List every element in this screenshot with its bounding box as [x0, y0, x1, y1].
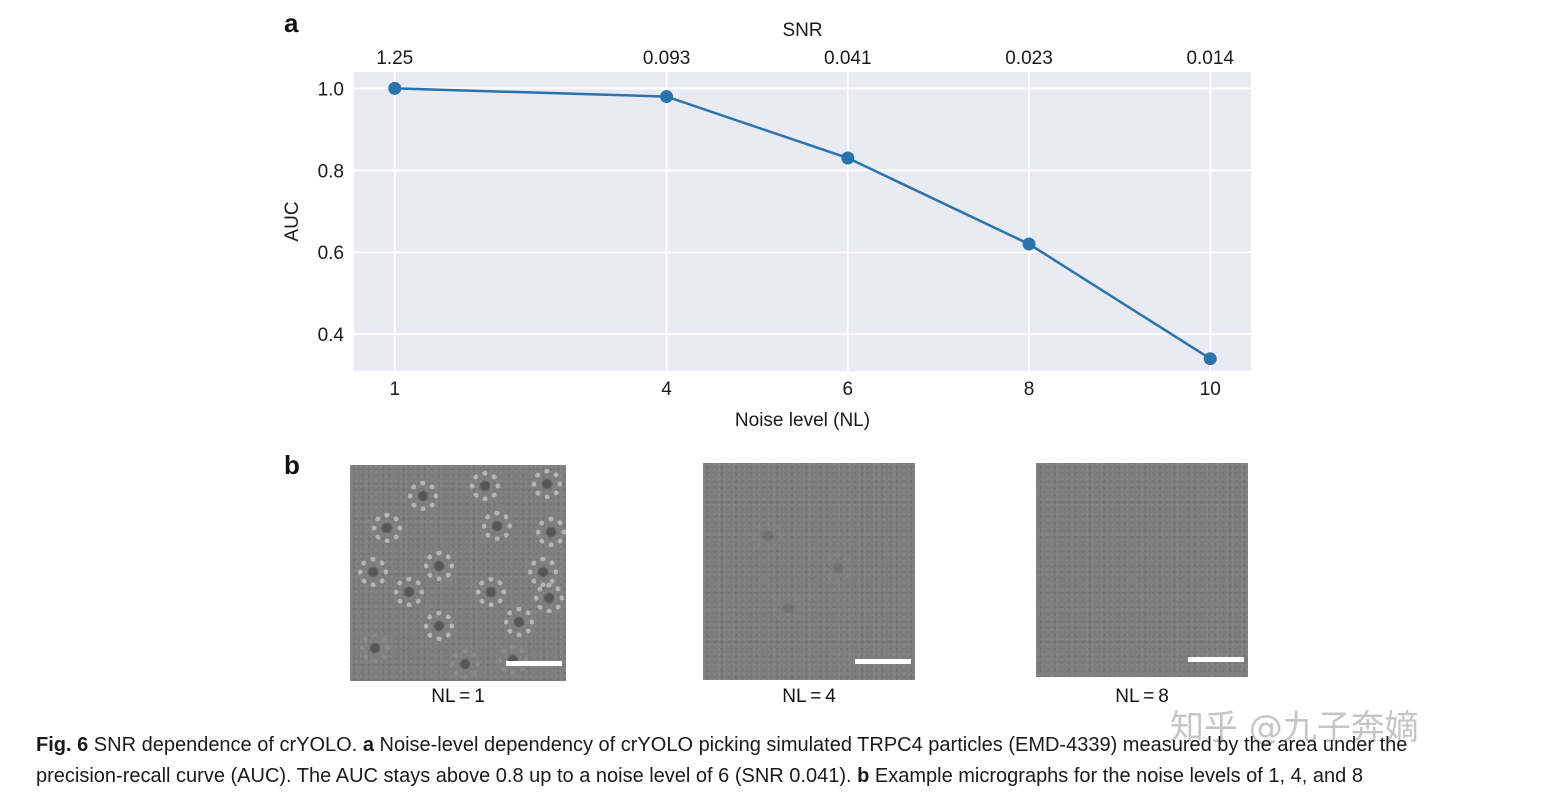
data-point: [388, 81, 402, 95]
panel-label-b: b: [284, 450, 300, 480]
particle: [394, 577, 424, 607]
x-tick-label: 4: [661, 379, 672, 400]
micrograph-label-nl8: NL = 8: [1115, 686, 1169, 707]
particle: [372, 513, 402, 543]
caption-line-1: Fig. 6 SNR dependence of crYOLO. a Noise…: [36, 730, 1506, 761]
y-tick-label: 0.6: [318, 243, 344, 264]
particle: [532, 469, 562, 499]
micrograph-label-nl4: NL = 4: [782, 686, 836, 707]
particle: [476, 577, 506, 607]
auc-vs-noise-chart: 1 4 6 8 10 1.25 0.093 0.041 0.023 0.014 0.4 0.6 0.8 1…: [282, 20, 1251, 431]
particle: [424, 611, 454, 641]
particle: [498, 645, 528, 675]
caption-panel-b: b: [857, 765, 870, 787]
data-point: [841, 151, 855, 165]
top-axis-label: SNR: [782, 20, 822, 41]
panel-label-a: a: [284, 8, 299, 38]
micrograph-nl1: [350, 465, 566, 681]
micrograph-label-nl1: NL = 1: [431, 686, 485, 707]
particle: [358, 557, 388, 587]
particle: [534, 583, 564, 613]
caption-line-2: precision-recall curve (AUC). The AUC st…: [36, 761, 1506, 792]
x-tick-label: 8: [1024, 379, 1035, 400]
y-tick-label: 0.4: [318, 325, 345, 346]
caption-text: precision-recall curve (AUC). The AUC st…: [36, 765, 858, 787]
top-tick-label: 0.014: [1186, 48, 1234, 69]
scale-bar: [1188, 657, 1244, 662]
particle: [360, 633, 390, 663]
particle: [482, 511, 512, 541]
x-tick-label: 6: [843, 379, 854, 400]
y-axis-label: AUC: [282, 201, 303, 241]
top-tick-label: 1.25: [376, 48, 413, 69]
caption-text: Example micrographs for the noise levels…: [869, 765, 1363, 787]
particle: [773, 593, 803, 623]
particle: [450, 649, 480, 679]
caption-fig-label: Fig. 6: [36, 734, 89, 756]
micrograph-nl8: [1036, 463, 1248, 677]
micrograph-nl4: [703, 463, 915, 680]
data-point: [660, 90, 674, 104]
x-tick-label: 1: [389, 379, 400, 400]
particle: [504, 607, 534, 637]
y-tick-label: 0.8: [318, 161, 344, 182]
y-tick-label: 1.0: [318, 79, 344, 100]
top-tick-label: 0.093: [643, 48, 691, 69]
caption-text: Noise-level dependency of crYOLO picking…: [373, 734, 1408, 756]
caption-text: SNR dependence of crYOLO.: [88, 734, 363, 756]
data-point: [1022, 237, 1036, 251]
particle: [424, 551, 454, 581]
plot-area: [354, 72, 1251, 371]
particle: [408, 481, 438, 511]
particle: [823, 553, 853, 583]
scale-bar: [855, 659, 911, 664]
scale-bar: [506, 661, 562, 666]
particle: [470, 471, 500, 501]
particle: [753, 521, 783, 551]
data-point: [1203, 352, 1217, 366]
x-tick-label: 10: [1200, 379, 1221, 400]
x-axis-label: Noise level (NL): [735, 410, 870, 431]
top-tick-label: 0.041: [824, 48, 872, 69]
top-tick-label: 0.023: [1005, 48, 1053, 69]
particle: [528, 557, 558, 587]
caption-panel-a: a: [362, 734, 374, 756]
particle: [536, 517, 566, 547]
figure-caption: Fig. 6 SNR dependence of crYOLO. a Noise…: [36, 730, 1506, 792]
watermark: 知乎 @九子奔嫡: [1170, 708, 1419, 748]
